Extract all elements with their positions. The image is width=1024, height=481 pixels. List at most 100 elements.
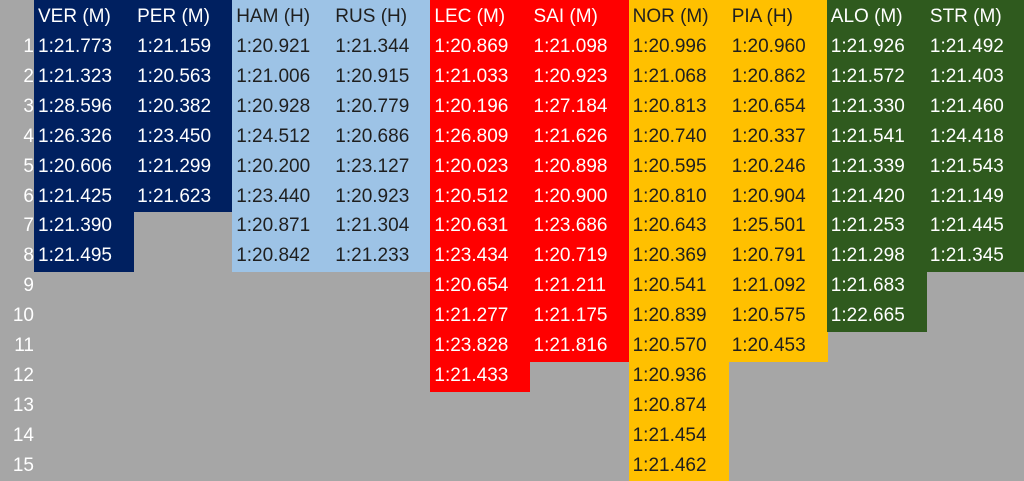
lap-time-cell-per: 1:21.159 [133,32,234,63]
lap-time-cell-pia: 1:20.453 [727,331,828,362]
lap-time-cell-lec: 1:20.654 [430,271,531,303]
row-number: 2 [23,65,34,87]
lap-time-cell-str: 1:21.492 [925,32,1024,63]
lap-time-cell-rus: 1:23.127 [331,151,432,183]
lap-time-cell-ham: 1:20.928 [232,91,333,123]
lap-time-cell-ham: 1:21.006 [232,61,333,93]
column-header-pia: PIA (H) [727,0,828,32]
lap-time-cell-nor: 1:20.996 [628,32,729,63]
row-number: 6 [23,185,34,207]
lap-time-cell-rus: 1:21.304 [331,211,432,243]
lap-time-cell-pia: 1:20.246 [727,151,828,183]
lap-time-cell-nor: 1:20.810 [628,181,729,213]
lap-time-cell-str: 1:21.345 [925,241,1024,273]
lap-time-cell-sai: 1:20.719 [529,241,630,273]
lap-time-cell-lec: 1:21.433 [430,360,531,392]
lap-time-cell-pia: 1:20.791 [727,241,828,273]
lap-time-cell-nor: 1:20.874 [628,390,729,422]
column-header-ham: HAM (H) [232,0,333,32]
row-number: 1 [23,36,34,57]
lap-time-cell-lec: 1:20.631 [430,211,531,243]
row-number: 11 [14,335,34,356]
lap-time-cell-sai: 1:21.626 [529,121,630,153]
lap-time-cell-ham: 1:23.440 [232,181,333,213]
lap-time-cell-str: 1:21.543 [925,151,1024,183]
lap-time-cell-str: 1:21.460 [925,91,1024,123]
lap-time-cell-ham: 1:20.200 [232,151,333,183]
lap-time-cell-str: 1:21.445 [925,211,1024,243]
lap-time-cell-alo: 1:21.339 [826,151,927,183]
row-number: 3 [23,95,34,117]
lap-time-cell-ham: 1:20.871 [232,211,333,243]
lap-time-cell-lec: 1:23.434 [430,241,531,273]
lap-time-cell-nor: 1:20.740 [628,121,729,153]
lap-time-cell-sai: 1:21.098 [529,32,630,63]
lap-time-cell-sai: 1:21.211 [529,271,630,303]
lap-time-cell-rus: 1:20.779 [331,91,432,123]
lap-time-cell-rus: 1:20.923 [331,181,432,213]
lap-time-cell-alo: 1:21.541 [826,121,927,153]
lap-time-cell-pia: 1:20.862 [727,61,828,93]
lap-time-cell-alo: 1:22.665 [826,301,927,332]
lap-time-cell-sai: 1:27.184 [529,91,630,123]
lap-time-cell-rus: 1:20.915 [331,61,432,93]
lap-time-cell-ver: 1:21.425 [34,181,135,213]
column-header-alo: ALO (M) [826,0,927,32]
lap-time-cell-lec: 1:26.809 [430,121,531,153]
row-number: 9 [23,275,34,297]
row-number: 14 [12,424,34,446]
lap-time-cell-per: 1:21.299 [133,151,234,183]
lap-time-cell-alo: 1:21.253 [826,211,927,243]
lap-time-cell-rus: 1:21.233 [331,241,432,273]
lap-time-cell-sai: 1:21.816 [529,331,630,362]
row-number: 12 [12,364,34,386]
lap-time-cell-alo: 1:21.420 [826,181,927,213]
lap-time-cell-ham: 1:20.842 [232,241,333,273]
lap-time-cell-alo: 1:21.298 [826,241,927,273]
row-number: 8 [23,245,34,267]
row-number: 7 [23,215,34,237]
lap-time-cell-per: 1:21.623 [133,181,234,213]
lap-time-cell-lec: 1:21.033 [430,61,531,93]
row-number: 15 [12,454,34,476]
lap-time-cell-nor: 1:20.813 [628,91,729,123]
lap-time-cell-lec: 1:20.196 [430,91,531,123]
lap-time-cell-nor: 1:21.454 [628,420,729,452]
lap-time-cell-sai: 1:20.900 [529,181,630,213]
lap-time-cell-nor: 1:20.643 [628,211,729,243]
lap-time-cell-str: 1:21.403 [925,61,1024,93]
lap-time-cell-ver: 1:21.773 [34,32,135,63]
lap-time-cell-str: 1:21.149 [925,181,1024,213]
lap-time-cell-pia: 1:20.337 [727,121,828,153]
lap-time-cell-per: 1:20.382 [133,91,234,123]
lap-time-cell-ver: 1:26.326 [34,121,135,153]
lap-time-cell-per: 1:20.563 [133,61,234,93]
lap-time-cell-sai: 1:20.898 [529,151,630,183]
lap-time-cell-pia: 1:20.654 [727,91,828,123]
column-header-str: STR (M) [925,0,1024,32]
lap-time-cell-nor: 1:20.839 [628,301,729,332]
lap-time-cell-nor: 1:21.462 [628,450,729,481]
lap-time-cell-lec: 1:20.023 [430,151,531,183]
row-number: 13 [12,394,34,416]
lap-time-cell-pia: 1:21.092 [727,271,828,303]
lap-time-cell-str: 1:24.418 [925,121,1024,153]
lap-time-cell-nor: 1:20.936 [628,360,729,392]
lap-time-cell-sai: 1:21.175 [529,301,630,332]
lap-time-cell-rus: 1:20.686 [331,121,432,153]
lap-time-cell-pia: 1:25.501 [727,211,828,243]
lap-time-cell-ver: 1:21.495 [34,241,135,273]
lap-time-cell-per: 1:23.450 [133,121,234,153]
lap-time-cell-ver: 1:28.596 [34,91,135,123]
row-number: 10 [12,305,34,327]
lap-time-cell-nor: 1:21.068 [628,61,729,93]
lap-time-cell-ver: 1:21.390 [34,211,135,243]
lap-time-cell-sai: 1:23.686 [529,211,630,243]
lap-time-cell-nor: 1:20.595 [628,151,729,183]
lap-time-cell-nor: 1:20.369 [628,241,729,273]
row-number: 4 [23,125,34,147]
lap-time-cell-pia: 1:20.575 [727,301,828,332]
column-header-ver: VER (M) [34,0,135,32]
lap-time-cell-pia: 1:20.904 [727,181,828,213]
lap-time-cell-lec: 1:20.512 [430,181,531,213]
